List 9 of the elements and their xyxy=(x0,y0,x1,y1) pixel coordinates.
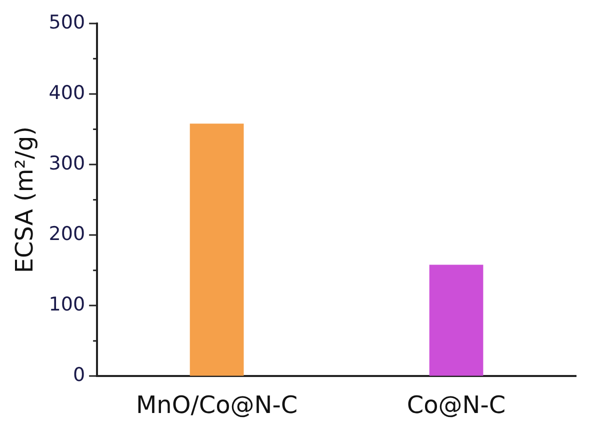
y-tick-label: 200 xyxy=(48,223,86,246)
y-tick-label: 0 xyxy=(72,364,86,386)
y-axis-title: ECSA (m²/g) xyxy=(10,126,39,274)
y-tick-label: 100 xyxy=(48,294,86,316)
x-tick-label: Co@N-C xyxy=(406,390,506,419)
y-tick-label: 500 xyxy=(48,11,86,34)
y-tick-label: 300 xyxy=(48,152,86,174)
x-tick-label: MnO/Co@N-C xyxy=(136,390,298,419)
y-tick-label: 400 xyxy=(48,82,86,104)
